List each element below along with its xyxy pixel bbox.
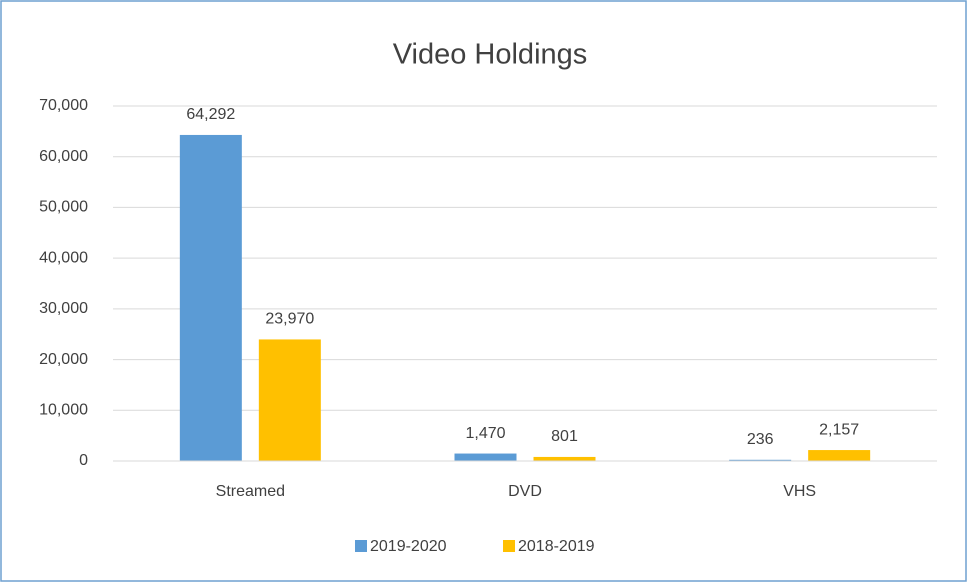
y-tick-label: 60,000 xyxy=(39,148,88,165)
y-tick-label: 10,000 xyxy=(39,402,88,419)
bar xyxy=(808,450,871,461)
data-label: 1,470 xyxy=(465,425,505,442)
data-label: 236 xyxy=(747,431,774,448)
legend-label: 2018-2019 xyxy=(518,538,595,555)
y-tick-label: 30,000 xyxy=(39,300,88,317)
bar xyxy=(258,339,321,461)
data-label: 23,970 xyxy=(265,311,314,328)
x-tick-label: Streamed xyxy=(216,483,285,500)
bar xyxy=(179,134,242,462)
y-tick-label: 50,000 xyxy=(39,199,88,216)
y-tick-label: 40,000 xyxy=(39,249,88,266)
y-tick-label: 0 xyxy=(79,452,88,469)
bar xyxy=(729,459,792,461)
legend-swatch xyxy=(503,540,515,552)
data-label: 801 xyxy=(551,428,578,445)
data-label: 64,292 xyxy=(186,106,235,123)
x-tick-label: DVD xyxy=(508,483,542,500)
bar xyxy=(533,456,596,461)
legend-label: 2019-2020 xyxy=(370,538,447,555)
chart-title: Video Holdings xyxy=(393,39,588,71)
y-tick-label: 70,000 xyxy=(39,97,88,114)
data-label: 2,157 xyxy=(819,421,859,438)
legend-swatch xyxy=(355,540,367,552)
bar xyxy=(454,453,517,461)
x-tick-label: VHS xyxy=(783,483,816,500)
y-tick-label: 20,000 xyxy=(39,351,88,368)
